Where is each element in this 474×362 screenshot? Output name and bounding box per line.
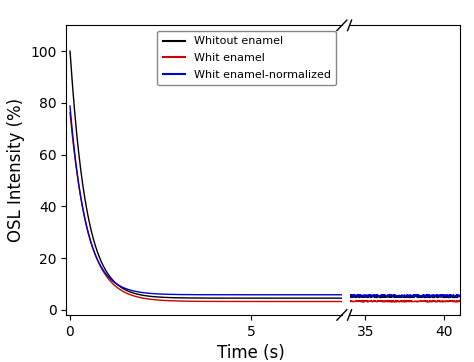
- Text: Time (s): Time (s): [218, 344, 285, 362]
- Legend: Whitout enamel, Whit enamel, Whit enamel-normalized: Whitout enamel, Whit enamel, Whit enamel…: [157, 31, 337, 85]
- Y-axis label: OSL Intensity (%): OSL Intensity (%): [7, 98, 25, 242]
